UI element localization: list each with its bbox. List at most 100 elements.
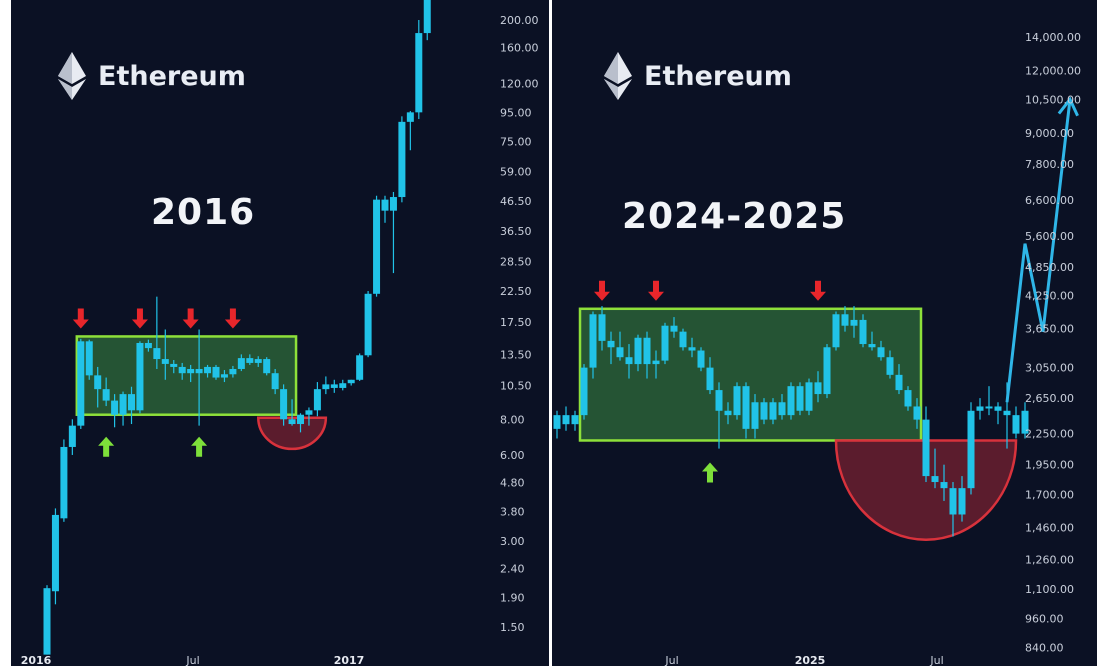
candle [697,347,705,372]
y-tick-label: 1,100.00 [1025,583,1074,596]
candle [68,419,76,455]
candle-body [994,406,1002,411]
candle [724,402,732,425]
candle-body [562,415,570,425]
candle [187,364,195,383]
candle [347,379,355,386]
candle [102,377,110,407]
candle-body [246,358,254,363]
candle-body [670,325,678,332]
candle [553,410,561,439]
candle-body [128,394,135,411]
y-tick-label: 1,260.00 [1025,553,1074,566]
period-label: 2024-2025 [622,196,847,237]
candle [144,339,152,352]
candle-body [364,293,372,356]
candle-body [931,476,939,483]
candle [297,413,304,433]
resistance-arrow-icon [594,280,610,301]
projection-arrowhead [1057,96,1079,117]
candle-body [280,389,288,420]
candle-body [715,390,723,411]
x-tick-label: 2025 [795,654,826,666]
resistance-arrow-icon [648,280,664,301]
y-tick-label: 1,460.00 [1025,521,1074,534]
candle-body [778,402,786,416]
candle [220,370,228,383]
ethereum-brand: Ethereum [56,52,246,100]
candle-body [373,199,381,294]
candle [994,402,1002,425]
candle [733,382,741,420]
candle-body [415,33,423,113]
candle [1012,406,1020,439]
x-tick-label: 2016 [21,654,52,666]
candle [51,508,59,605]
candle-body [769,402,777,420]
candle [877,340,885,361]
chart-2024-2025: 14,000.00 12,000.00 10,500.00 9,000.00 7,800… [553,31,1081,666]
candle-body [271,373,279,390]
candle [769,398,777,425]
candle [246,354,254,365]
candle-body [68,425,76,447]
candle-body [688,347,696,351]
candle [967,402,975,495]
candle [339,379,347,391]
candle-body [760,402,768,420]
y-tick-label: 8.00 [500,413,525,426]
candle [119,391,127,426]
candle-body [634,337,642,365]
candle [868,331,876,351]
resistance-arrow-icon [182,308,199,329]
candle [742,382,750,439]
support-arrow-icon [702,462,718,483]
candle-body [330,384,338,388]
candle-body [212,366,220,378]
candle [922,406,930,483]
candle [751,394,759,439]
brand-name: Ethereum [98,60,246,92]
candle [263,357,271,376]
y-tick-label: 960.00 [1025,612,1064,625]
candle-body [958,488,966,515]
candle-body [877,347,885,358]
y-tick-label: 17.50 [500,316,532,329]
chart-2016: 200.00 160.00 120.00 95.00 75.00 59.00 46.50 36… [21,0,539,666]
candle-body [153,348,161,360]
candle-body [398,121,406,198]
candle [562,406,570,431]
candle-body [305,410,313,415]
candle [598,306,606,351]
candle-body [1021,410,1029,434]
candle [805,378,813,416]
y-tick-label: 6.00 [500,449,525,462]
candle-body [263,359,271,374]
candle [814,371,822,403]
candle [679,328,687,351]
candle [313,382,321,417]
candle-body [381,199,389,211]
candle [1021,402,1029,439]
candle-body [43,588,51,655]
candle [356,353,364,381]
candle-body [706,367,714,391]
candle-body [940,482,948,489]
candle [204,364,212,378]
brand-name: Ethereum [644,60,792,92]
y-tick-label: 120.00 [500,77,539,90]
candle-body [1012,415,1020,434]
candle-body [170,363,178,367]
y-tick-label: 200.00 [500,14,539,27]
y-tick-label: 160.00 [500,42,539,55]
y-tick-label: 3.80 [500,506,525,519]
candle-body [733,386,741,416]
y-tick-label: 95.00 [500,106,532,119]
candle-body [94,375,102,390]
candle-body [322,384,330,390]
resistance-arrow-icon [224,308,241,329]
candle [111,394,119,428]
candle [571,410,579,431]
candle [280,384,288,426]
candle-body [976,406,984,411]
